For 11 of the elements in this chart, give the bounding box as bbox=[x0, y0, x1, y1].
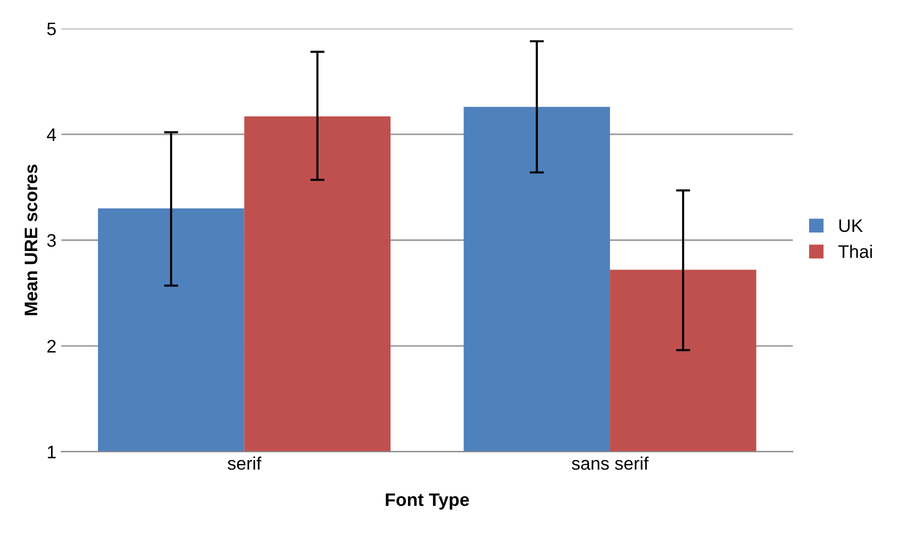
y-tick-label: 1 bbox=[48, 446, 56, 458]
x-tick-label: serif bbox=[228, 456, 262, 470]
y-axis-title: Mean URE scores bbox=[24, 164, 38, 316]
y-tick-label: 3 bbox=[47, 234, 56, 247]
x-tick-label: sans serif bbox=[572, 456, 649, 470]
legend-label: UK bbox=[839, 219, 863, 232]
y-tick-label: 5 bbox=[47, 22, 56, 36]
y-tick-label: 4 bbox=[46, 128, 56, 141]
x-axis-title: Font Type bbox=[386, 493, 469, 510]
legend-label: Thai bbox=[838, 244, 872, 258]
y-tick-label: 2 bbox=[47, 340, 56, 352]
